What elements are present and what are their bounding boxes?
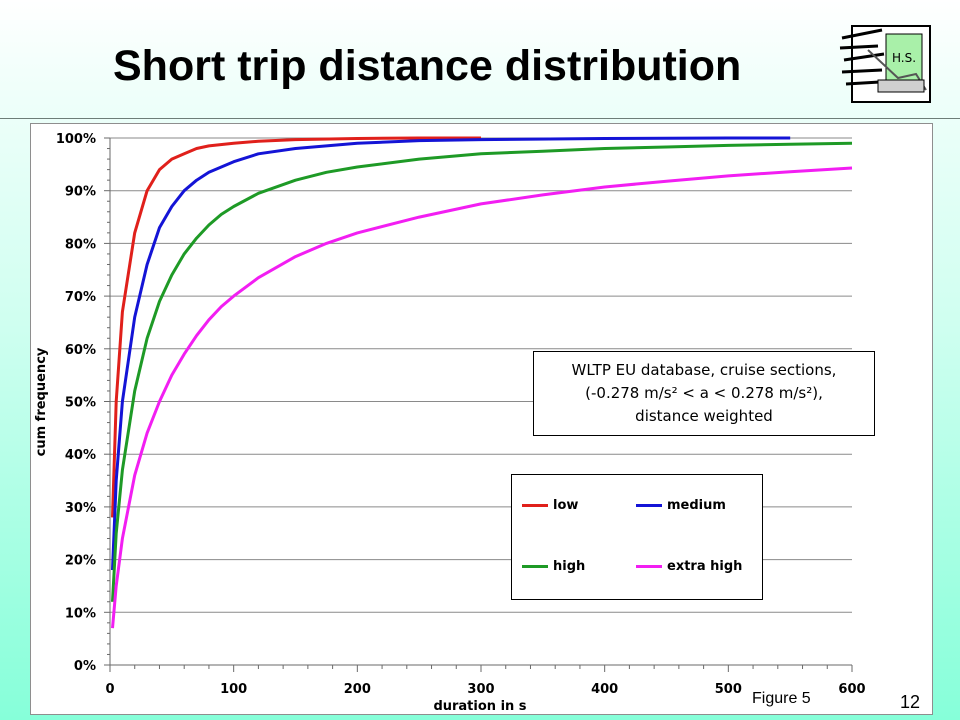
legend-swatch-low: [522, 504, 548, 507]
y-tick-label: 40%: [65, 448, 96, 463]
legend-swatch-high: [522, 565, 548, 568]
series-line-medium: [111, 136, 791, 571]
y-tick-label: 60%: [65, 343, 96, 358]
legend-label-extra-high: extra high: [667, 559, 743, 574]
slide-title: Short trip distance distribution: [113, 42, 742, 90]
chart-area: 0% 10% 20% 30% 40% 50% 60% 70% 80% 90% 100% 0 100 200…: [30, 123, 933, 715]
figure-caption: Figure 5: [750, 690, 813, 708]
dataset-annotation: WLTP EU database, cruise sections, (-0.2…: [533, 351, 875, 436]
x-tick-label: 100: [220, 682, 247, 697]
annotation-line-3: distance weighted: [635, 407, 773, 425]
logo-text: H.S.: [892, 51, 916, 65]
y-tick-label: 80%: [65, 237, 96, 252]
legend-swatch-extra-high: [636, 565, 662, 568]
y-tick-label: 20%: [65, 554, 96, 569]
x-tick-label: 300: [467, 682, 494, 697]
annotation-line-2: (-0.278 m/s² < a < 0.278 m/s²),: [585, 384, 823, 402]
y-tick-label: 100%: [56, 132, 96, 147]
y-tick-label: 0%: [74, 659, 96, 674]
y-tick-label: 70%: [65, 290, 96, 305]
y-tick-label: 90%: [65, 185, 96, 200]
legend-item-high: high: [522, 559, 585, 574]
y-tick-label: 10%: [65, 606, 96, 621]
series-line-extra-high: [111, 166, 853, 629]
legend-label-low: low: [553, 498, 579, 513]
legend-item-medium: medium: [636, 498, 726, 513]
x-tick-label: 0: [105, 682, 114, 697]
series-line-low: [111, 136, 481, 518]
chart-legend: low medium high extra high: [511, 474, 763, 600]
x-axis-label: duration in s: [433, 699, 526, 714]
legend-item-low: low: [522, 498, 578, 513]
x-tick-label: 400: [591, 682, 618, 697]
y-tick-label: 30%: [65, 501, 96, 516]
legend-swatch-medium: [636, 504, 662, 507]
hs-logo: H.S.: [839, 25, 931, 103]
x-tick-label: 600: [838, 682, 865, 697]
page-number: 12: [900, 692, 921, 712]
annotation-line-1: WLTP EU database, cruise sections,: [571, 361, 837, 379]
series-line-high: [111, 141, 853, 602]
y-axis-label: cum frequency: [34, 347, 49, 456]
legend-item-extra-high: extra high: [636, 559, 742, 574]
header-divider: [0, 118, 960, 119]
x-tick-label: 500: [715, 682, 742, 697]
legend-label-high: high: [553, 559, 586, 574]
x-tick-label: 200: [344, 682, 371, 697]
legend-label-medium: medium: [667, 498, 726, 513]
y-tick-label: 50%: [65, 396, 96, 411]
